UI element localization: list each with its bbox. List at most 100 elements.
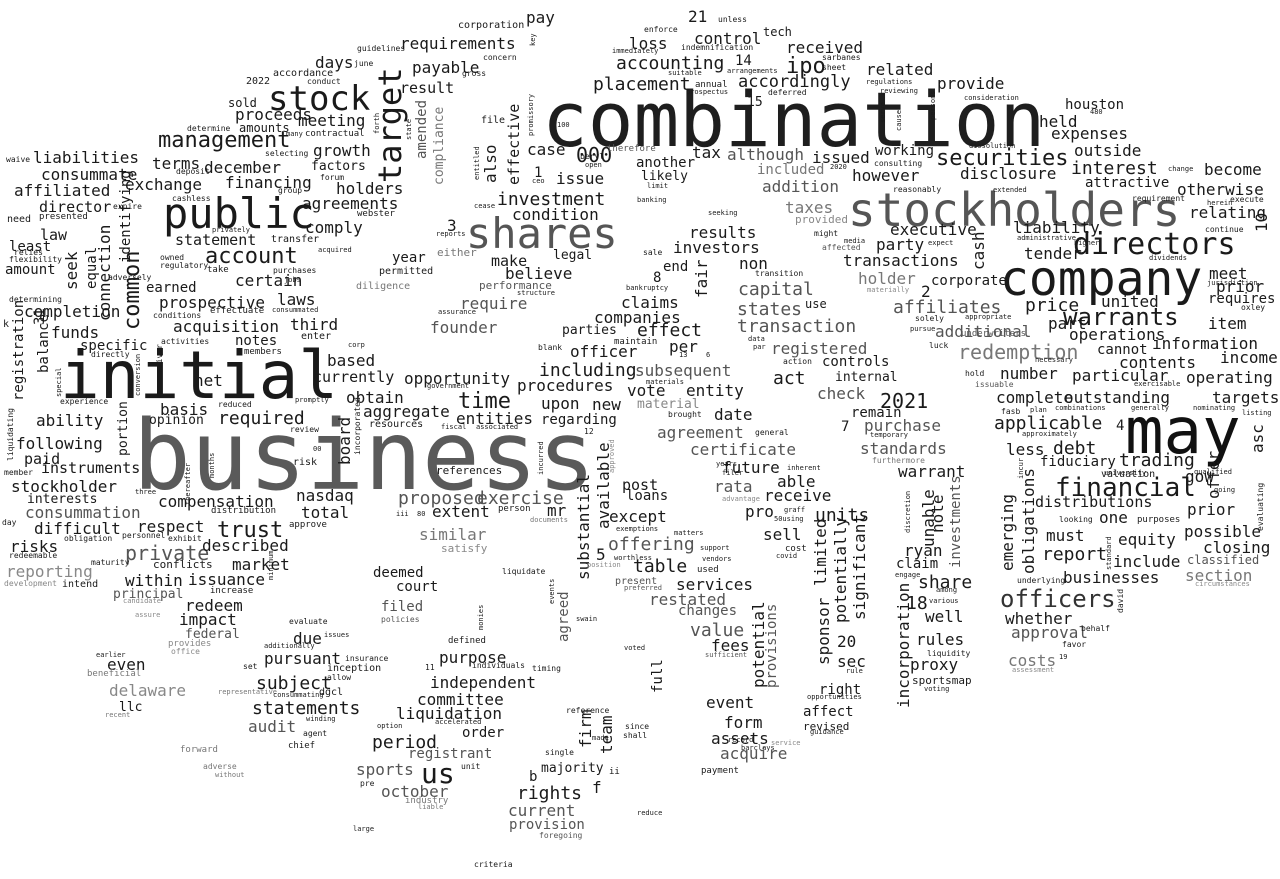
- word-insurance: insurance: [345, 654, 389, 663]
- word-exercisable: exercisable: [1134, 380, 1181, 388]
- word-assets: assets: [711, 729, 769, 748]
- word-underlying: underlying: [1017, 576, 1066, 585]
- word-determine: determine: [187, 124, 231, 133]
- word-provides: provides: [168, 639, 212, 649]
- word-current: current: [508, 801, 576, 820]
- word-company: company: [1000, 251, 1203, 307]
- word-acquire: acquire: [720, 744, 788, 763]
- word-underwriters: underwriters: [961, 329, 1027, 339]
- word-following: following: [16, 434, 103, 453]
- word-various: various: [929, 597, 959, 605]
- word-administrative: administrative: [1017, 234, 1077, 242]
- word-laws: laws: [277, 290, 316, 309]
- word-gow: gow: [1185, 467, 1214, 486]
- word-potentially: potentially: [831, 517, 850, 623]
- word-currently: currently: [313, 368, 395, 386]
- word-selecting: selecting: [265, 149, 309, 158]
- word-liability: liability: [1013, 218, 1100, 237]
- word-beneficial: beneficial: [87, 669, 142, 679]
- word-fiscal: fiscal: [441, 423, 467, 431]
- word-transactions: transactions: [843, 251, 959, 270]
- word-within: within: [125, 571, 183, 590]
- word-subject: subject: [256, 673, 332, 694]
- word-engage: engage: [895, 571, 921, 579]
- word-19: 19: [1059, 653, 1068, 661]
- word-end: end: [663, 259, 689, 275]
- word-receive: receive: [764, 486, 832, 505]
- word-emerging: emerging: [998, 493, 1017, 571]
- word-effect: effect: [637, 320, 703, 341]
- word-include: include: [1113, 552, 1181, 571]
- word-forward: forward: [180, 745, 218, 755]
- word-extended: extended: [993, 186, 1027, 194]
- word-take: take: [207, 265, 229, 275]
- word-promptly: promptly: [295, 396, 329, 404]
- word-part: part: [1048, 314, 1087, 333]
- word-exchange: exchange: [125, 175, 203, 194]
- word-used: used: [697, 565, 719, 575]
- word-rights: rights: [517, 783, 583, 804]
- word-director: director: [39, 198, 112, 216]
- word-stock: stock: [268, 79, 371, 119]
- word-growth: growth: [313, 141, 371, 160]
- word-rules: rules: [916, 630, 965, 649]
- word-maintain: maintain: [614, 337, 658, 347]
- word-completion: completion: [24, 302, 121, 321]
- word-activities: activities: [161, 337, 210, 346]
- word-securities: securities: [936, 146, 1069, 171]
- word-since: since: [625, 722, 650, 731]
- word-obtain: obtain: [346, 388, 404, 407]
- word-certain: certain: [235, 271, 303, 290]
- word-entities: entities: [456, 409, 534, 428]
- word-issues: issues: [324, 631, 350, 639]
- word-form: form: [724, 713, 763, 732]
- word-immediately: immediately: [612, 47, 659, 55]
- word-herein: herein: [1207, 199, 1233, 207]
- word-must: must: [1046, 526, 1085, 545]
- word-annual: annual: [695, 80, 728, 90]
- word-except: except: [609, 507, 667, 526]
- word-5: 5: [596, 545, 606, 564]
- word-reduced: reduced: [218, 400, 252, 409]
- word-conditions: conditions: [153, 311, 202, 320]
- word-investors: investors: [673, 238, 760, 257]
- word-classified: classified: [1187, 553, 1260, 567]
- word-proposed: proposed: [398, 488, 485, 509]
- word-otherwise: otherwise: [1177, 180, 1264, 199]
- word-control: control: [694, 29, 762, 48]
- word-regulatory: regulatory: [160, 261, 209, 270]
- word-cannot: cannot: [1097, 342, 1148, 358]
- word-equity: equity: [1118, 530, 1176, 549]
- word-earlier: earlier: [96, 651, 126, 659]
- word-closing: closing: [1203, 538, 1271, 557]
- word-purposes: purposes: [1137, 515, 1181, 525]
- word-serve: serve: [879, 101, 887, 123]
- word-loans: loans: [626, 488, 669, 504]
- word-persons: persons: [929, 90, 937, 120]
- word-unless: unless: [718, 15, 747, 24]
- word-committee: committee: [417, 690, 504, 709]
- word-50using: 50using: [774, 515, 804, 523]
- word-independent: independent: [430, 673, 536, 692]
- word-8: 8: [653, 270, 662, 286]
- word-liquidation: liquidation: [396, 704, 502, 723]
- word-payable: payable: [412, 58, 480, 77]
- word-conversion: conversion: [134, 353, 142, 396]
- word-similar: similar: [419, 525, 487, 544]
- word-sponsor: sponsor: [814, 597, 833, 665]
- word-000: 000: [576, 143, 613, 167]
- word-requires: requires: [1208, 291, 1276, 307]
- word-reports: reports: [436, 230, 466, 238]
- word-sec: sec: [837, 652, 866, 671]
- word-comply: comply: [305, 218, 363, 237]
- word-check: check: [817, 384, 866, 403]
- word-adverse: adverse: [203, 762, 237, 771]
- word-management: management: [158, 128, 291, 153]
- word-issuable: issuable: [975, 380, 1014, 389]
- word-exercise: exercise: [477, 488, 564, 509]
- word-conduct: conduct: [307, 77, 341, 86]
- word-80: 80: [417, 510, 426, 518]
- word-monies: monies: [477, 604, 485, 630]
- word-possible: possible: [1184, 522, 1262, 541]
- word-non: non: [739, 254, 768, 273]
